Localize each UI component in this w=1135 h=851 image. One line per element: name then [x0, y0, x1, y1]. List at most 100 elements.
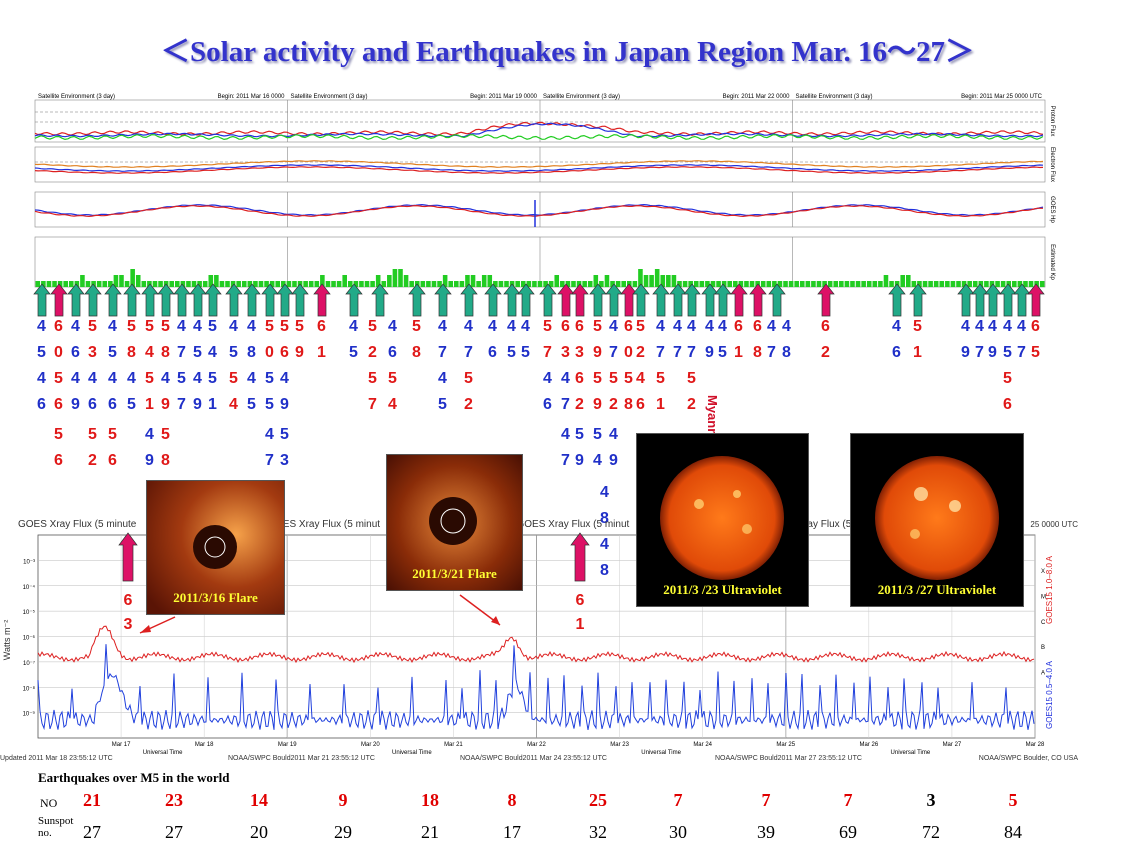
- xray-day-tick: Mar 26: [859, 742, 878, 748]
- red-arrow-icon: [570, 532, 590, 582]
- kp-bar: [599, 281, 604, 287]
- magnitude-digit: 2: [575, 396, 584, 413]
- magnitude-digit: 4: [609, 318, 618, 335]
- magnitude-digit: 4: [127, 370, 136, 387]
- magnitude-digit: 4: [892, 318, 901, 335]
- kp-bar: [1017, 281, 1023, 287]
- kp-bar: [448, 281, 454, 287]
- magnitude-digit: 8: [600, 510, 609, 527]
- table-cell-no: 7: [761, 790, 771, 810]
- kp-bar: [760, 281, 766, 287]
- magnitude-digit: 4: [193, 318, 202, 335]
- xray-day-tick: Mar 20: [361, 742, 380, 748]
- kp-bar: [721, 281, 727, 287]
- magnitude-digit: 4: [388, 396, 397, 413]
- xray-day-tick: Mar 19: [278, 742, 297, 748]
- table-cell-sunspot: 17: [503, 822, 521, 842]
- magnitude-digit: 6: [388, 344, 397, 361]
- table-cell-sunspot: 72: [922, 822, 940, 842]
- magnitude-digit: 5: [388, 370, 397, 387]
- kp-bar: [638, 269, 643, 287]
- kp-bar: [225, 281, 230, 287]
- magnitude-digit: 4: [656, 318, 665, 335]
- magnitude-digit: 0: [624, 344, 633, 361]
- magnitude-digit: 4: [145, 426, 154, 443]
- kp-bar: [504, 281, 509, 287]
- green-arrow-icon: [460, 283, 478, 317]
- kp-bar: [292, 281, 297, 287]
- kp-bar: [320, 275, 325, 287]
- green-arrow-icon: [261, 283, 279, 317]
- kp-bar: [130, 269, 135, 287]
- kp-bar: [493, 281, 498, 287]
- flare-photo-2: 2011/3/21 Flare: [386, 454, 523, 591]
- magnitude-digit: 7: [656, 344, 665, 361]
- panel-header-right: Begin: 2011 Mar 16 0000: [218, 94, 286, 100]
- magnitude-digit: 5: [247, 396, 256, 413]
- kp-bar: [96, 281, 102, 287]
- panel-side-label: GOES Hp: [1049, 196, 1055, 223]
- kp-bar: [811, 281, 816, 287]
- table-cell-no: 14: [250, 790, 268, 810]
- green-arrow-icon: [291, 283, 309, 317]
- kp-bar: [833, 281, 839, 287]
- magnitude-digit: 7: [438, 344, 447, 361]
- magnitude-digit: 4: [507, 318, 516, 335]
- kp-bar: [878, 281, 883, 287]
- kp-bar: [543, 281, 548, 287]
- kp-bar: [565, 281, 571, 287]
- kp-bar: [777, 281, 783, 287]
- magnitude-digit: 4: [705, 318, 714, 335]
- xray-yaxis-tick: 10⁻⁷: [23, 660, 35, 667]
- magnitude-digit: 5: [88, 318, 97, 335]
- magnitude-digit: 4: [71, 370, 80, 387]
- magnitude-digit: 5: [108, 426, 117, 443]
- magnitude-digit: 1: [734, 344, 743, 361]
- magnitude-digit: 4: [108, 318, 117, 335]
- green-arrow-icon: [517, 283, 535, 317]
- series-line: [34, 121, 1044, 136]
- kp-bar: [152, 281, 158, 287]
- green-arrow-icon: [84, 283, 102, 317]
- kp-bar: [537, 281, 543, 287]
- magnitude-digit: 5: [280, 426, 289, 443]
- magnitude-digit: 5: [280, 318, 289, 335]
- magnitude-digit: 1: [576, 616, 585, 633]
- magnitude-digit: 4: [388, 318, 397, 335]
- kp-bar: [275, 281, 281, 287]
- magnitude-digit: 5: [265, 318, 274, 335]
- xray-right-top: 25 0000 UTC: [1030, 520, 1078, 529]
- magnitude-digit: 7: [687, 344, 696, 361]
- xray-yaxis-tick: 10⁻⁴: [23, 584, 36, 591]
- kp-bar: [682, 281, 688, 287]
- magnitude-digit: 4: [161, 370, 170, 387]
- table-cell-no: 21: [83, 790, 101, 810]
- kp-bar: [799, 281, 805, 287]
- kp-bar: [945, 281, 950, 287]
- magnitude-digit: 4: [145, 344, 154, 361]
- kp-bar: [933, 281, 939, 287]
- xray-day-tick: Mar 17: [112, 742, 131, 748]
- magnitude-digit: 6: [1031, 318, 1040, 335]
- table-cell-no: 7: [843, 790, 853, 810]
- magnitude-digit: 5: [913, 318, 922, 335]
- xray-flux-chart: Mar 17 Mar 18 Mar 19 Mar 20 Mar 21 Mar 22 Mar …: [0, 519, 1078, 762]
- series-line: [34, 166, 1044, 174]
- kp-bar: [269, 281, 275, 287]
- magnitude-digit: 4: [177, 318, 186, 335]
- kp-bar: [46, 281, 52, 287]
- kp-bar: [41, 281, 46, 287]
- green-arrow-icon: [539, 283, 557, 317]
- kp-bar: [526, 281, 532, 287]
- magnitude-digit: 9: [193, 396, 202, 413]
- kp-bar: [604, 275, 610, 287]
- green-arrow-icon: [67, 283, 85, 317]
- panel-header-right: Begin: 2011 Mar 25 0000 UTC: [961, 94, 1043, 100]
- kp-bar: [922, 281, 928, 287]
- table-cell-no: 9: [338, 790, 348, 810]
- magnitude-digit: 6: [636, 396, 645, 413]
- kp-bar: [175, 281, 180, 287]
- magnitude-digit: 4: [975, 318, 984, 335]
- kp-bar: [381, 281, 387, 287]
- magnitude-digit: 6: [575, 318, 584, 335]
